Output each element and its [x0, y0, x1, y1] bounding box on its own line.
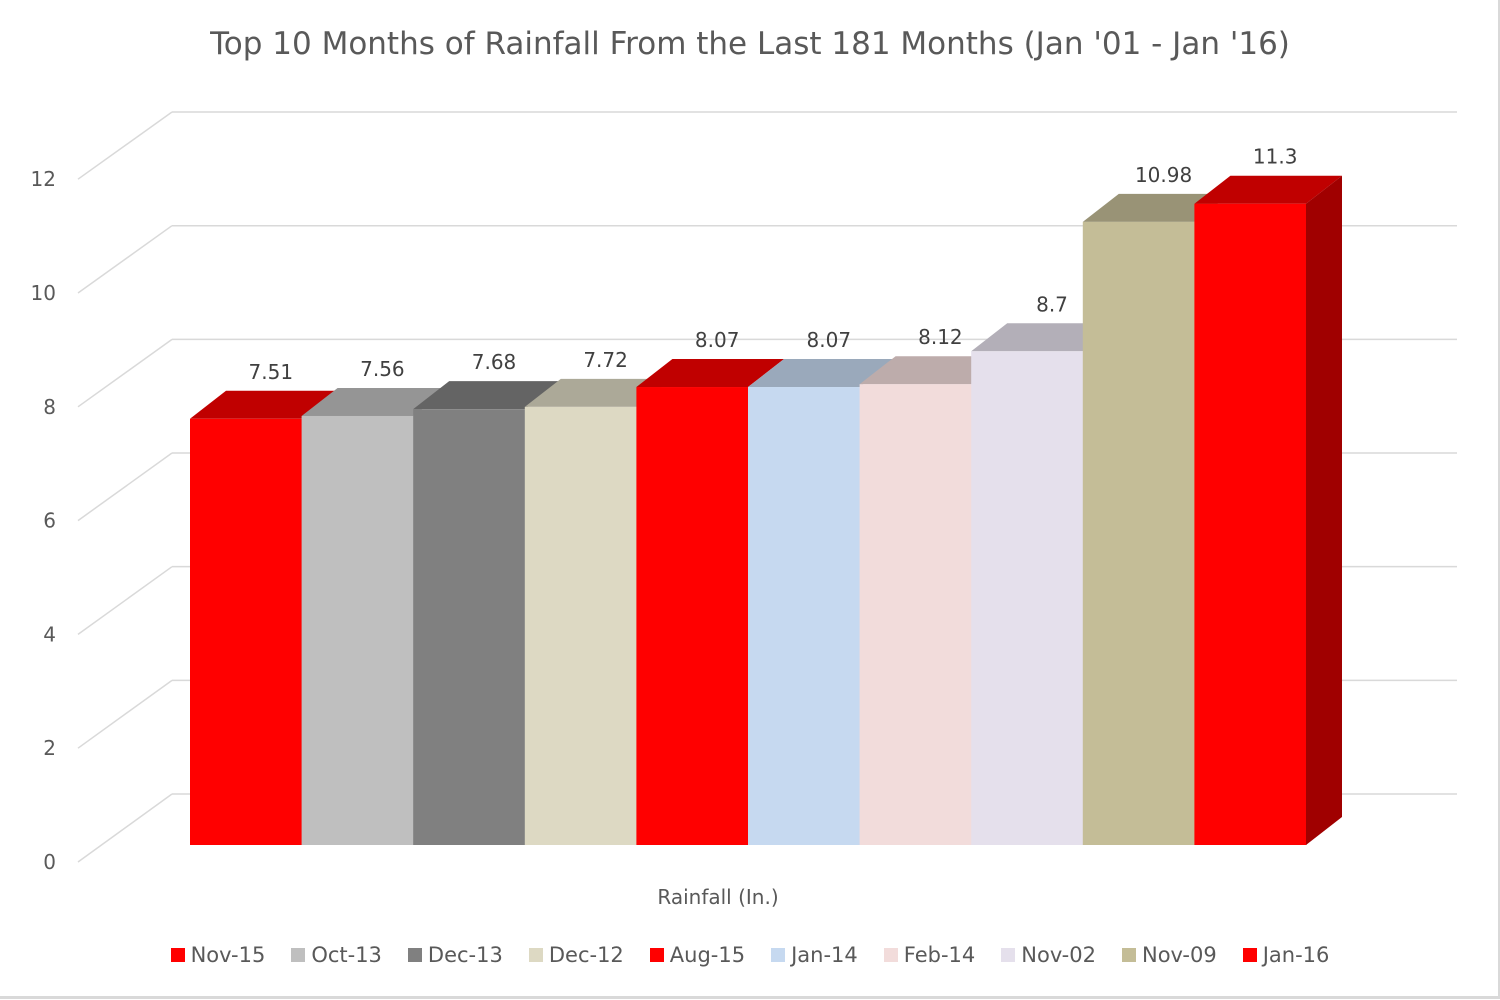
legend-label: Jan-16 — [1262, 943, 1330, 967]
data-label: 7.56 — [360, 357, 405, 381]
legend-label: Feb-14 — [903, 943, 976, 967]
bar — [1082, 221, 1195, 845]
bar — [748, 387, 861, 845]
legend-item: Nov-09 — [1122, 943, 1217, 967]
data-label: 10.98 — [1135, 163, 1192, 187]
legend-label: Jan-14 — [791, 943, 858, 967]
chart-legend: Nov-15 Oct-13 Dec-13 Dec-12 Aug-15 Jan-14 Feb-… — [0, 943, 1500, 967]
legend-label: Nov-09 — [1142, 943, 1217, 967]
bar — [413, 409, 526, 845]
data-label: 11.3 — [1253, 145, 1298, 169]
legend-label: Nov-15 — [190, 943, 266, 967]
gridline-side — [77, 338, 173, 408]
legend-item: Aug-15 — [649, 943, 746, 967]
legend-swatch — [407, 948, 422, 962]
bar — [859, 384, 972, 845]
legend-item: Jan-16 — [1242, 943, 1330, 967]
bar-top — [190, 390, 338, 419]
bar-top — [1194, 175, 1342, 204]
legend-item: Dec-12 — [528, 943, 624, 967]
bar-top — [524, 378, 673, 407]
gridline-side — [77, 566, 173, 636]
data-label: 7.51 — [249, 360, 294, 384]
bar-top — [413, 381, 561, 410]
y-tick-label: 10 — [31, 281, 56, 305]
bar-top — [636, 359, 784, 388]
gridline-side — [77, 793, 173, 863]
data-label: 8.7 — [1036, 292, 1068, 316]
legend-swatch — [883, 948, 898, 962]
data-label: 8.07 — [807, 328, 852, 352]
x-axis-title: Rainfall (In.) — [657, 885, 778, 909]
legend-label: Dec-13 — [427, 943, 503, 967]
data-label: 8.12 — [918, 325, 963, 349]
legend-swatch — [1242, 948, 1257, 962]
legend-swatch — [1122, 948, 1136, 962]
gridline-side — [77, 225, 173, 294]
data-label: 7.68 — [472, 350, 517, 374]
bar-top — [1082, 193, 1231, 222]
bar — [301, 415, 414, 845]
legend-swatch — [291, 948, 306, 962]
gridline-side — [77, 452, 173, 522]
bar-top — [748, 359, 896, 388]
bar — [190, 418, 303, 845]
y-tick-label: 4 — [43, 622, 56, 646]
data-label: 7.72 — [583, 348, 628, 372]
legend-item: Dec-13 — [407, 943, 503, 967]
legend-swatch — [771, 948, 786, 962]
y-tick-label: 0 — [43, 850, 56, 874]
chart-plot-area: 0 2 4 6 8 10 12 7.51 7.56 7.68 7.72 8.07 8.07 8.12 8.7… — [31, 111, 1457, 909]
legend-label: Dec-12 — [548, 943, 624, 967]
y-tick-label: 2 — [43, 736, 56, 760]
bar-top — [301, 387, 450, 416]
bar — [971, 351, 1084, 845]
legend-item: Oct-13 — [291, 943, 382, 967]
gridline-side — [77, 679, 173, 749]
legend-item: Nov-02 — [1001, 943, 1096, 967]
legend-swatch — [170, 948, 185, 962]
legend-label: Nov-02 — [1021, 943, 1096, 967]
y-tick-label: 8 — [43, 395, 56, 419]
bar-top — [971, 323, 1119, 352]
legend-item: Nov-15 — [170, 943, 266, 967]
bar-top — [859, 356, 1008, 385]
chart-title: Top 10 Months of Rainfall From the Last … — [210, 26, 1290, 62]
gridline-side — [77, 111, 173, 180]
legend-label: Oct-13 — [311, 943, 382, 967]
legend-label: Aug-15 — [669, 943, 746, 967]
bar — [524, 406, 637, 845]
legend-swatch — [528, 948, 543, 962]
legend-swatch — [1001, 948, 1016, 962]
legend-swatch — [649, 948, 664, 962]
y-tick-label: 6 — [43, 509, 56, 533]
legend-item: Feb-14 — [883, 943, 976, 967]
y-tick-label: 12 — [31, 167, 56, 191]
bar — [1194, 203, 1307, 846]
legend-item: Jan-14 — [771, 943, 858, 967]
data-label: 8.07 — [695, 328, 740, 352]
bar-side — [1306, 175, 1342, 846]
bar — [636, 387, 749, 845]
